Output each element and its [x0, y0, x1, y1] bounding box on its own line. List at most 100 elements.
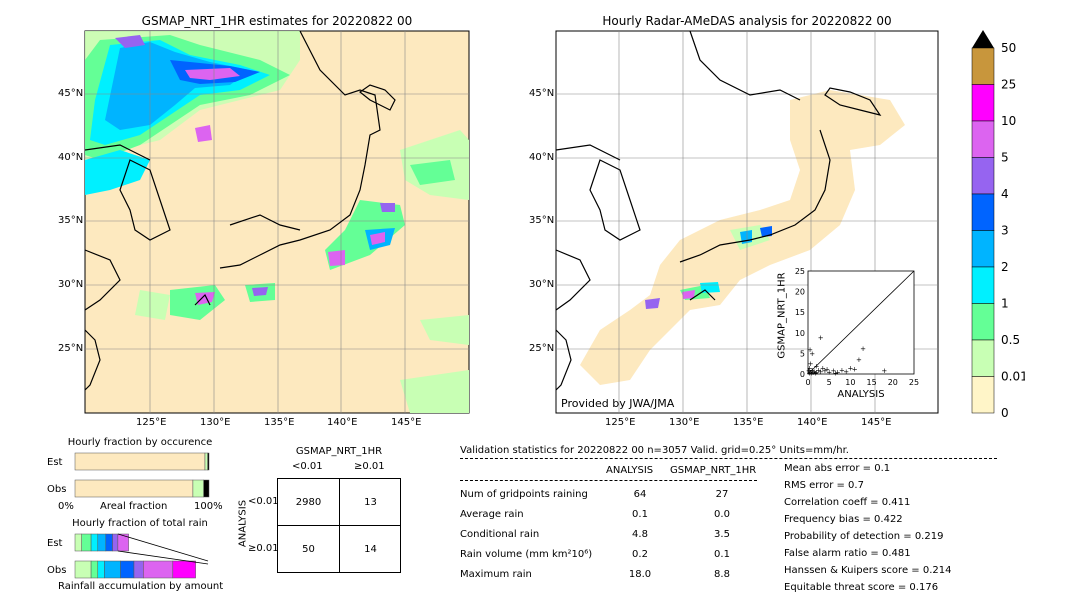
colorbar-segment — [971, 157, 995, 195]
validation-row-analysis: 64 — [633, 489, 647, 500]
left-lat-30: 30°N — [58, 279, 84, 290]
validation-row-label: Rain volume (mm km²10⁶) — [460, 549, 593, 560]
occurrence-bar-segment — [203, 479, 210, 498]
scatter-ytick: 25 — [795, 267, 805, 276]
score-far: False alarm ratio = 0.481 — [784, 548, 911, 559]
occurrence-chart — [74, 452, 210, 498]
occurrence-label-est: Est — [47, 457, 63, 468]
validation-row-analysis: 0.2 — [632, 549, 648, 560]
validation-row-label: Conditional rain — [460, 529, 540, 540]
right-lat-40: 40°N — [529, 152, 555, 163]
colorbar-segment — [971, 47, 995, 85]
total-rain-bar-segment — [104, 560, 121, 579]
scatter-xtick: 25 — [909, 378, 919, 387]
occurrence-axis-mid: Areal fraction — [100, 501, 168, 512]
scatter-ylabel: GSMAP_NRT_1HR — [776, 272, 788, 359]
left-lat-35: 35°N — [58, 215, 84, 226]
colorbar-segment — [971, 339, 995, 377]
contingency-cell-12: 13 — [364, 497, 377, 508]
left-map-grid — [85, 31, 469, 413]
right-lon-145: 145°E — [861, 417, 892, 428]
scatter-xtick: 15 — [867, 378, 877, 387]
scatter-point: + — [847, 364, 853, 372]
scatter-point: + — [881, 367, 887, 375]
validation-row-gsmap: 0.0 — [714, 509, 730, 520]
left-lon-125: 125°E — [136, 417, 167, 428]
scatter-point: + — [818, 368, 824, 376]
left-lat-45: 45°N — [58, 88, 84, 99]
colorbar-extend-arrow — [972, 30, 994, 48]
scatter-point: + — [831, 367, 837, 375]
total-rain-bar-segment — [133, 560, 144, 579]
contingency-row-axis: ANALYSIS — [237, 499, 249, 548]
scatter-point: + — [826, 368, 832, 376]
right-map-credit: Provided by JWA/JMA — [561, 397, 675, 410]
contingency-title: GSMAP_NRT_1HR — [295, 446, 383, 457]
scatter-point: + — [816, 366, 822, 374]
contingency-cell-11: 2980 — [295, 497, 322, 508]
score-ets: Equitable threat score = 0.176 — [784, 582, 939, 593]
scatter-xtick: 0 — [805, 378, 810, 387]
total-rain-bar-segment — [90, 533, 99, 552]
left-map — [84, 30, 470, 414]
total-rain-label-est: Est — [47, 538, 63, 549]
validation-row-label: Maximum rain — [460, 569, 532, 580]
validation-row-gsmap: 3.5 — [714, 529, 730, 540]
scatter-ylabel-wrap: GSMAP_NRT_1HR — [770, 268, 788, 368]
scatter-xtick: 5 — [827, 378, 832, 387]
validation-row-analysis: 0.1 — [632, 509, 648, 520]
occurrence-bar-segment — [74, 452, 206, 471]
right-lat-30: 30°N — [529, 279, 555, 290]
scatter-ytick: 15 — [795, 308, 805, 317]
score-corr: Correlation coeff = 0.411 — [784, 497, 911, 508]
scatter-xlabel: ANALYSIS — [837, 389, 885, 400]
score-mae: Mean abs error = 0.1 — [784, 463, 891, 474]
left-lon-140: 140°E — [327, 417, 358, 428]
right-lon-135: 135°E — [733, 417, 764, 428]
colorbar-label: 1 — [1001, 297, 1009, 311]
right-map-grid — [556, 31, 938, 413]
left-map-coastline — [84, 30, 396, 391]
total-rain-bar-segment — [90, 560, 99, 579]
scatter-point: + — [813, 370, 819, 378]
score-pod: Probability of detection = 0.219 — [784, 531, 944, 542]
right-map-coastline — [555, 30, 882, 391]
colorbar-segment — [971, 120, 995, 158]
contingency-grid: 2980 13 50 14 — [277, 478, 401, 573]
colorbar-label: 4 — [1001, 187, 1009, 201]
total-rain-footer: Rainfall accumulation by amount — [58, 581, 224, 592]
validation-divider-mid — [460, 480, 757, 481]
scatter-diagonal — [807, 270, 915, 375]
total-rain-connector — [117, 550, 209, 565]
left-lon-130: 130°E — [200, 417, 231, 428]
occurrence-axis-right: 100% — [194, 501, 223, 512]
total-rain-chart — [74, 533, 209, 579]
contingency-cell-22: 14 — [364, 544, 377, 555]
total-rain-bar-segment — [112, 533, 119, 552]
scatter-point: + — [814, 368, 820, 376]
occurrence-title: Hourly fraction by occurence — [67, 437, 213, 448]
colorbar-label: 3 — [1001, 224, 1009, 238]
scatter-ytick: 20 — [795, 288, 805, 297]
colorbar-label: 5 — [1001, 151, 1009, 165]
colorbar-segment — [971, 376, 995, 414]
colorbar-label: 2 — [1001, 260, 1009, 274]
total-rain-connector — [117, 533, 209, 562]
scatter-point: + — [806, 367, 812, 375]
scatter-point: + — [839, 366, 845, 374]
scatter-point: + — [811, 368, 817, 376]
right-lon-140: 140°E — [797, 417, 828, 428]
total-rain-bar-segment — [143, 560, 174, 579]
scatter-point: + — [843, 368, 849, 376]
validation-col-analysis: ANALYSIS — [606, 465, 654, 476]
scatter-point: + — [833, 369, 839, 377]
scatter-point: + — [856, 356, 862, 364]
scatter-point: + — [860, 345, 866, 353]
left-map-title: GSMAP_NRT_1HR estimates for 20220822 00 — [141, 14, 413, 28]
validation-row-label: Average rain — [460, 509, 524, 520]
validation-divider-top — [460, 458, 997, 459]
left-lon-135: 135°E — [264, 417, 295, 428]
scatter-ytick: 10 — [795, 329, 805, 338]
scatter-point: + — [818, 334, 824, 342]
scatter-point: + — [809, 366, 815, 374]
